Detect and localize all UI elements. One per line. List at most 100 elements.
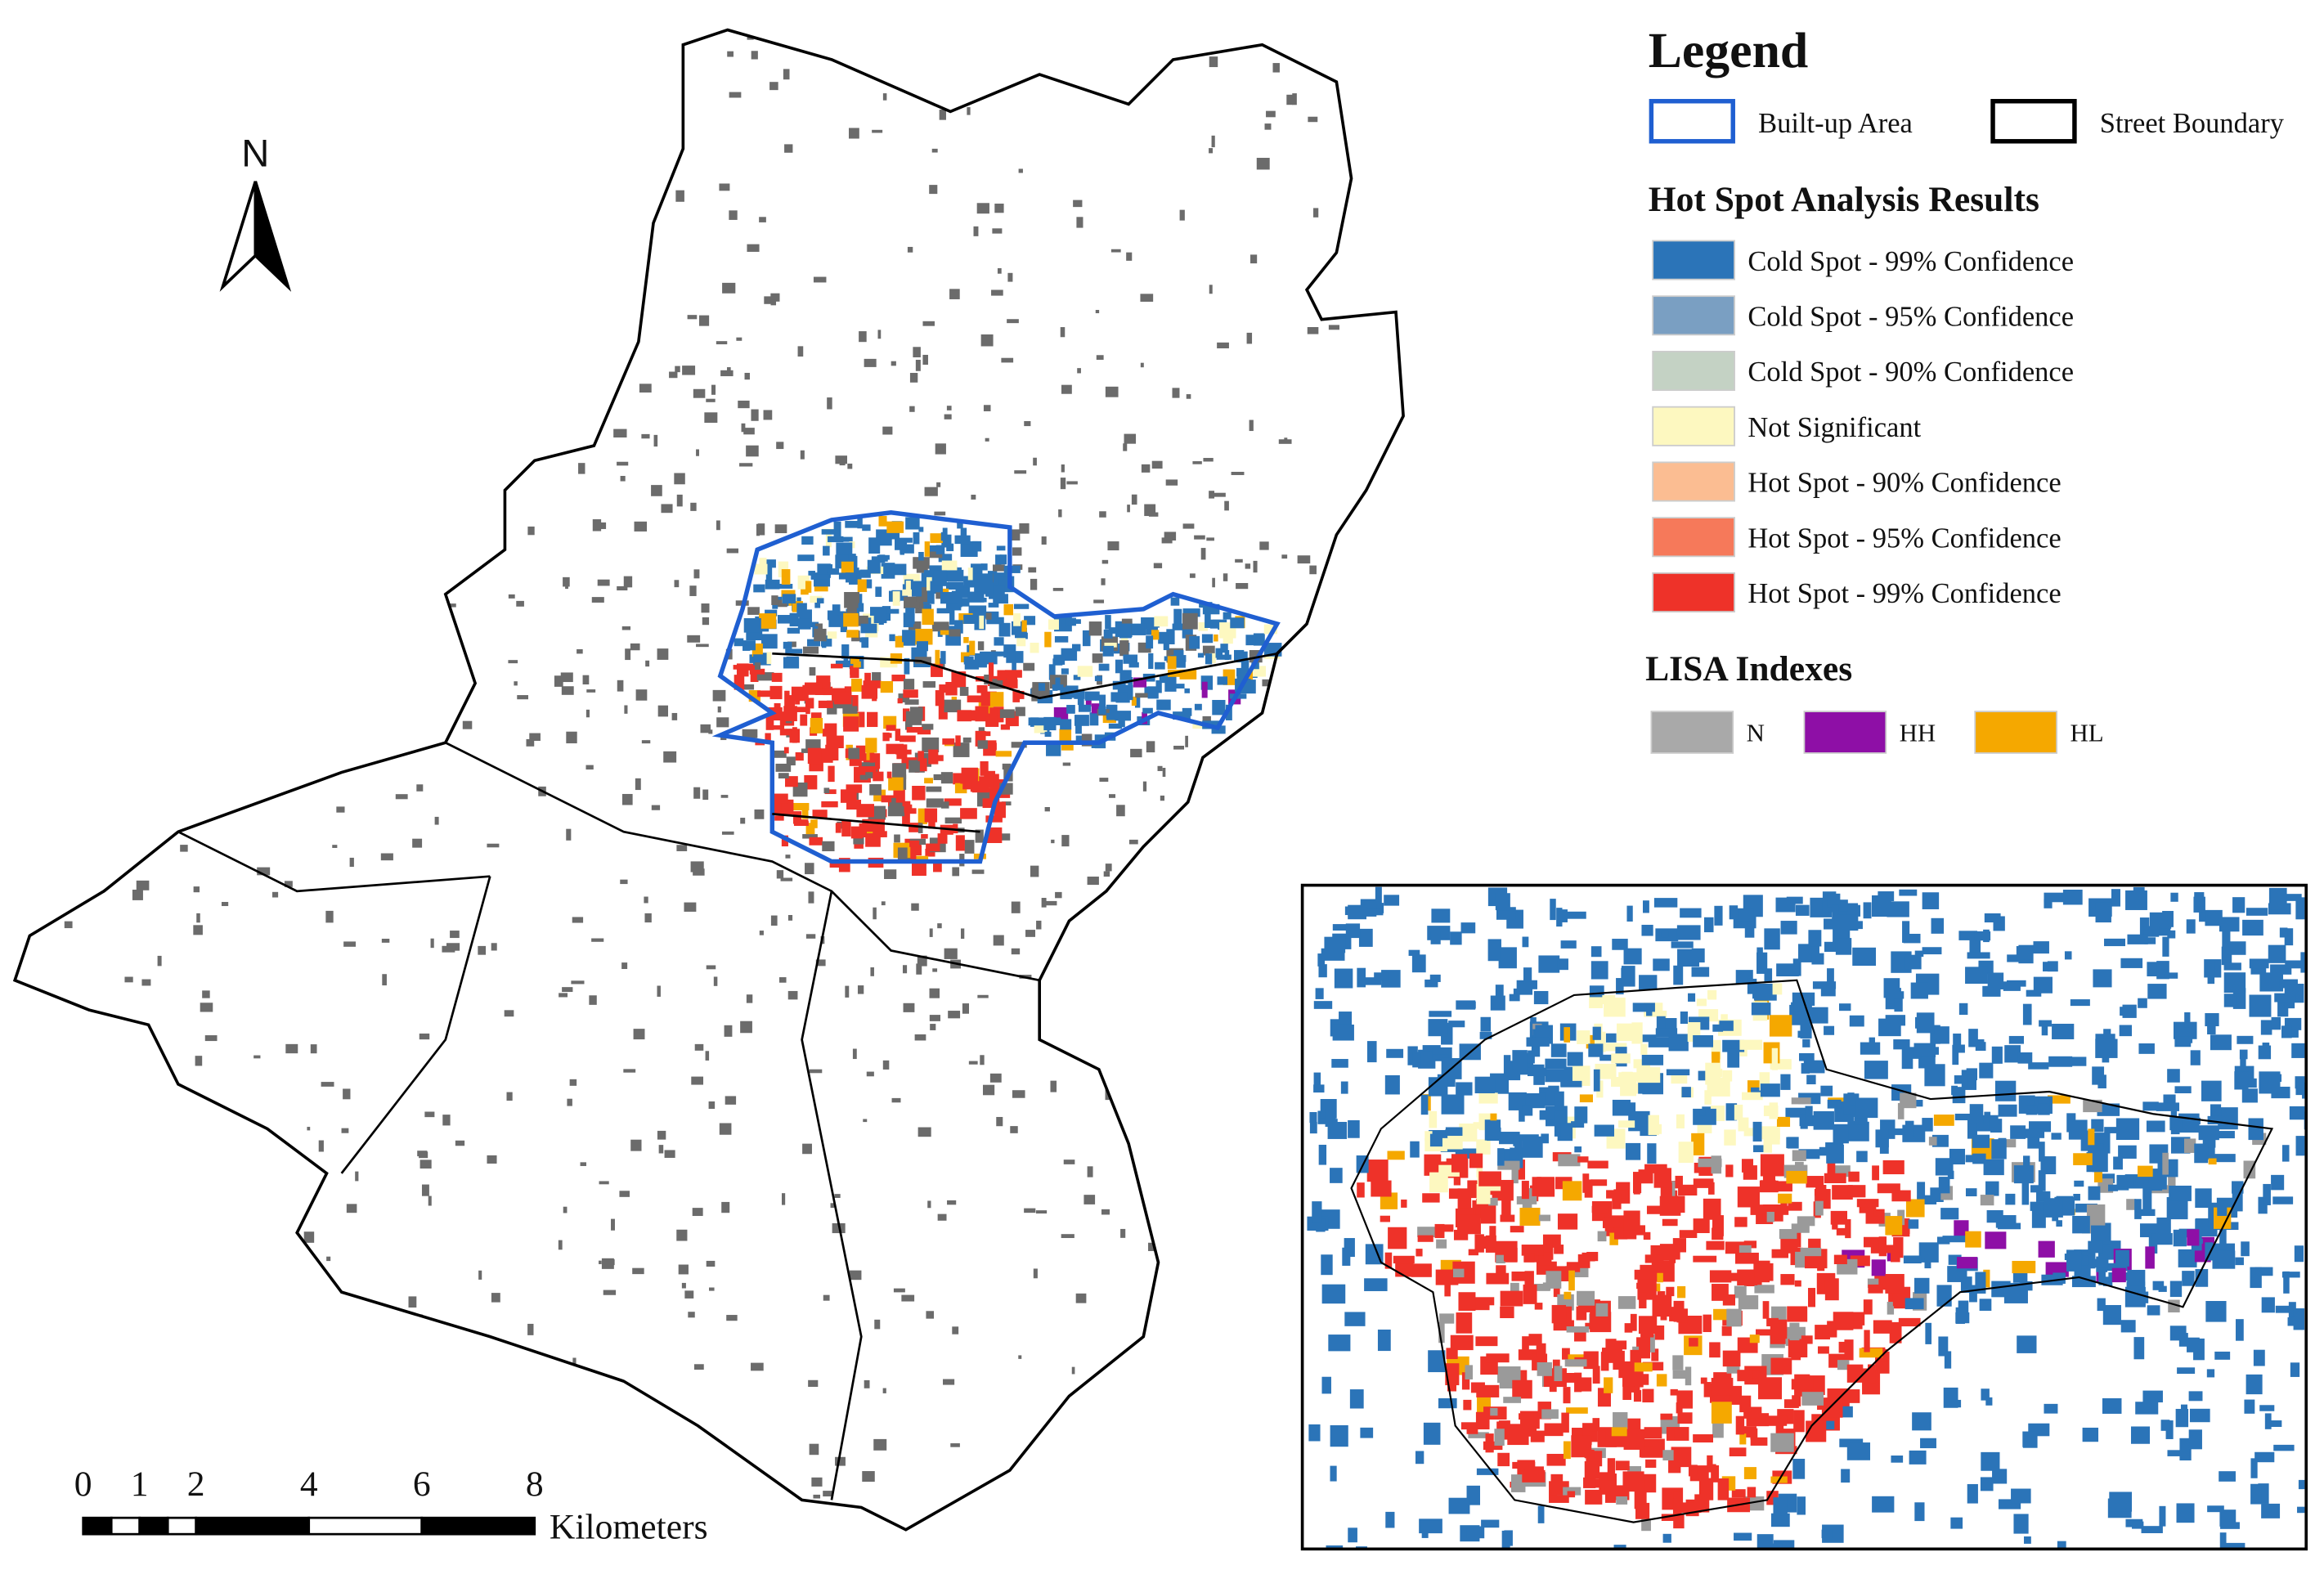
inset-patch xyxy=(1696,998,1707,1007)
inset-patch xyxy=(1776,963,1799,977)
settlement-patch xyxy=(560,672,573,683)
built-patch xyxy=(917,823,923,833)
inset-patch xyxy=(1770,1357,1792,1375)
lisa-label: HH xyxy=(1900,718,1936,747)
inset-patch xyxy=(1909,1450,1927,1465)
built-patch xyxy=(859,762,876,768)
inset-patch xyxy=(2207,1505,2224,1513)
settlement-patch xyxy=(284,881,293,887)
street-boundary xyxy=(801,890,863,1500)
built-patch xyxy=(753,584,765,593)
inset-patch xyxy=(1672,1355,1684,1370)
inset-patch xyxy=(1725,1103,1738,1121)
settlement-patch xyxy=(706,965,716,970)
inset-patch xyxy=(1709,1342,1721,1358)
built-patch xyxy=(861,637,869,648)
settlement-patch xyxy=(641,740,651,744)
scale-segment xyxy=(110,1516,141,1536)
inset-patch xyxy=(1380,1215,1390,1222)
inset-patch xyxy=(2138,1165,2153,1178)
inset-patch xyxy=(1928,1137,1937,1146)
inset-patch xyxy=(1984,1111,1991,1118)
settlement-patch xyxy=(517,695,529,700)
inset-patch xyxy=(1863,1299,1873,1315)
inset-patch xyxy=(2088,1240,2103,1254)
settlement-patch xyxy=(1146,741,1155,753)
inset-patch xyxy=(2182,1271,2195,1286)
inset-patch xyxy=(1651,1348,1659,1361)
settlement-patch xyxy=(1033,1268,1038,1279)
inset-patch xyxy=(1576,1306,1587,1321)
built-patch xyxy=(1205,653,1213,665)
settlement-patch xyxy=(514,681,518,686)
inset-patch xyxy=(1764,928,1780,950)
inset-patch xyxy=(1714,905,1723,926)
settlement-patch xyxy=(684,1290,694,1299)
inset-patch xyxy=(1585,1489,1603,1505)
inset-patch xyxy=(2199,910,2206,922)
settlement-patch xyxy=(529,733,541,742)
settlement-patch xyxy=(157,955,162,967)
inset-patch xyxy=(1797,1496,1806,1515)
inset-patch xyxy=(1328,1334,1351,1352)
built-patch xyxy=(967,695,984,702)
built-patch xyxy=(865,769,877,778)
settlement-patch xyxy=(580,1162,586,1166)
inset-patch xyxy=(2162,1152,2169,1175)
built-patch xyxy=(995,554,1002,568)
built-patch xyxy=(1135,693,1153,698)
inset-patch xyxy=(2248,1118,2263,1141)
built-patch xyxy=(940,651,946,664)
inset-patch xyxy=(2092,1066,2105,1085)
inset-patch xyxy=(2207,962,2215,985)
inset-patch xyxy=(1607,1458,1616,1481)
inset-patch xyxy=(1342,1247,1351,1266)
built-patch xyxy=(1115,659,1123,674)
inset-patch xyxy=(2039,1142,2045,1162)
settlement-patch xyxy=(630,643,640,651)
inset-patch xyxy=(1933,1115,1954,1126)
legend-title: Legend xyxy=(1649,23,1809,78)
inset-patch xyxy=(1743,1240,1757,1249)
inset-patch xyxy=(1551,1304,1567,1324)
settlement-patch xyxy=(932,968,938,972)
built-patch xyxy=(1092,653,1103,663)
inset-patch xyxy=(1448,1020,1465,1028)
inset-patch xyxy=(1786,1137,1796,1149)
settlement-patch xyxy=(693,787,701,799)
settlement-patch xyxy=(585,765,594,770)
inset-patch xyxy=(2023,1155,2030,1173)
built-patch xyxy=(1094,675,1102,682)
inset-patch xyxy=(1525,1092,1546,1109)
settlement-patch xyxy=(716,717,729,728)
inset-patch xyxy=(2195,1188,2212,1209)
inset-patch xyxy=(1621,967,1631,983)
inset-patch xyxy=(1554,1366,1563,1382)
inset-patch xyxy=(2072,1215,2090,1234)
built-patch xyxy=(918,527,924,532)
inset-patch xyxy=(2026,1105,2038,1115)
inset-patch xyxy=(2174,1036,2192,1047)
settlement-patch xyxy=(657,1130,666,1140)
inset-patch xyxy=(1602,1217,1617,1228)
inset-patch xyxy=(1589,985,1604,998)
settlement-patch xyxy=(784,144,793,153)
built-patch xyxy=(1038,683,1046,691)
settlement-patch xyxy=(1162,768,1166,777)
built-patch xyxy=(999,554,1007,565)
inset-patch xyxy=(2139,1209,2156,1217)
built-patch xyxy=(1172,623,1185,630)
inset-patch xyxy=(2167,1069,2180,1083)
built-patch xyxy=(892,763,907,780)
built-patch xyxy=(1074,715,1089,726)
settlement-patch xyxy=(708,729,713,734)
inset-patch xyxy=(2074,1180,2084,1187)
inset-patch xyxy=(1653,1283,1661,1292)
settlement-patch xyxy=(708,1101,716,1110)
built-patch xyxy=(844,686,852,696)
settlement-patch xyxy=(1107,541,1119,551)
inset-patch xyxy=(1984,913,2001,923)
settlement-patch xyxy=(756,523,760,536)
settlement-patch xyxy=(419,1160,432,1169)
built-patch xyxy=(771,672,783,682)
